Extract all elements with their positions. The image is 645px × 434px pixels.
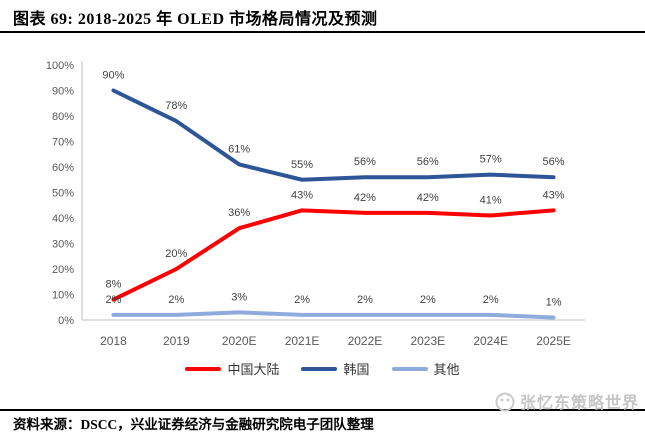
y-tick-label: 30%	[52, 239, 74, 251]
data-label: 1%	[546, 296, 562, 308]
data-label: 2%	[483, 294, 499, 306]
data-label: 20%	[165, 248, 187, 260]
data-label: 55%	[291, 159, 313, 171]
watermark-logo-icon	[495, 392, 515, 412]
x-tick-label: 2019	[163, 334, 190, 348]
legend-label: 其他	[433, 362, 460, 377]
y-tick-label: 50%	[52, 188, 74, 200]
y-tick-label: 0%	[58, 315, 74, 327]
legend-line-icon	[301, 366, 338, 371]
legend-item-1: 韩国	[301, 359, 370, 378]
y-tick-label: 10%	[52, 290, 74, 302]
watermark-text: 张忆东策略世界	[519, 395, 639, 412]
data-label: 2%	[105, 294, 121, 306]
legend-line-icon	[391, 366, 428, 371]
figure-title: 图表 69: 2018-2025 年 OLED 市场格局情况及预测	[13, 11, 378, 28]
y-tick-label: 40%	[52, 213, 74, 225]
line-chart: 0% 10% 20% 30% 40% 50% 60% 70% 80% 90% 100% 2018 201…	[46, 60, 585, 348]
y-tick-label: 100%	[46, 60, 74, 72]
y-tick-label: 60%	[52, 162, 74, 174]
chart-area: 0% 10% 20% 30% 40% 50% 60% 70% 80% 90% 100% 2018 201…	[0, 50, 645, 355]
source-note: 资料来源：DSCC，兴业证券经济与金融研究院电子团队整理	[13, 417, 374, 432]
data-label: 42%	[417, 192, 439, 204]
x-tick-label: 2023E	[410, 334, 445, 348]
data-label: 61%	[228, 143, 250, 155]
series-line-1	[111, 88, 556, 182]
y-tick-label: 70%	[52, 137, 74, 149]
data-label: 57%	[480, 154, 502, 166]
data-label: 56%	[417, 156, 439, 168]
data-label: 43%	[543, 189, 565, 201]
x-tick-label: 2020E	[222, 334, 257, 348]
x-tick-label: 2022E	[348, 334, 383, 348]
data-label: 56%	[543, 156, 565, 168]
y-tick-label: 20%	[52, 264, 74, 276]
legend-label: 中国大陆	[227, 362, 280, 377]
data-label: 8%	[105, 279, 121, 291]
y-tick-label: 80%	[52, 111, 74, 123]
legend-item-2: 其他	[391, 359, 460, 378]
footer-divider	[0, 409, 645, 411]
legend-label: 韩国	[343, 362, 370, 377]
x-tick-label: 2021E	[285, 334, 320, 348]
data-label: 3%	[231, 291, 247, 303]
data-label: 78%	[165, 100, 187, 112]
x-tick-label: 2024E	[473, 334, 508, 348]
data-label: 41%	[480, 194, 502, 206]
data-label: 2%	[294, 294, 310, 306]
title-divider	[0, 31, 645, 33]
data-label: 42%	[354, 192, 376, 204]
data-label: 56%	[354, 156, 376, 168]
legend-line-icon	[185, 366, 222, 371]
series-line-0	[111, 208, 556, 302]
data-label: 43%	[291, 189, 313, 201]
data-label: 36%	[228, 207, 250, 219]
data-label: 90%	[102, 70, 124, 82]
data-label: 2%	[168, 294, 184, 306]
series-line-2	[111, 310, 556, 320]
x-tick-label: 2018	[100, 334, 127, 348]
x-tick-label: 2025E	[536, 334, 571, 348]
data-label: 2%	[357, 294, 373, 306]
y-tick-label: 90%	[52, 86, 74, 98]
watermark: 张忆东策略世界	[494, 389, 639, 413]
legend-item-0: 中国大陆	[185, 359, 279, 378]
data-label: 2%	[420, 294, 436, 306]
chart-legend: 中国大陆 韩国 其他	[0, 359, 645, 378]
